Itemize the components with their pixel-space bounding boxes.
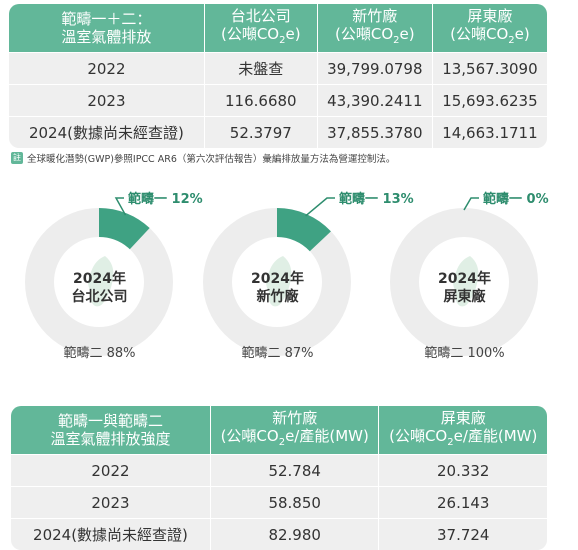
- donut-year: 2024年: [73, 271, 126, 287]
- header-scope-label: 範疇一與範疇二 溫室氣體排放強度: [11, 406, 210, 454]
- donut-site: 屏東廠: [443, 289, 486, 305]
- leader-line: [463, 197, 479, 211]
- header-unit: (公噸CO2e): [450, 24, 530, 46]
- footnote-text: 全球暖化潛勢(GWP)參照IPCC AR6（第六次評估報告）彙編排放量方法為營運…: [27, 154, 396, 165]
- cell-pingtung: 37.724: [378, 518, 547, 550]
- donut-taipei: 範疇一 12% 2024年 台北公司 範疇二 88%: [12, 180, 203, 365]
- scope2-label: 範疇二 100%: [424, 346, 505, 361]
- header-taipei: 台北公司 (公噸CO2e): [203, 4, 317, 52]
- site-map-shape: [453, 256, 479, 307]
- footnote: 註全球暖化潛勢(GWP)參照IPCC AR6（第六次評估報告）彙編排放量方法為營…: [11, 151, 395, 165]
- cell-taipei: 未盤查: [203, 52, 317, 84]
- header-line: 新竹廠: [352, 6, 398, 25]
- header-unit: (公噸CO2e/產能(MW): [389, 426, 538, 448]
- site-map-shape: [266, 256, 292, 307]
- scope1-segment: [277, 208, 331, 252]
- header-line: 台北公司: [230, 6, 291, 25]
- header-line: 溫室氣體排放: [61, 28, 152, 46]
- cell-taipei: 52.3797: [203, 116, 317, 148]
- header-hsinchu: 新竹廠 (公噸CO2e/產能(MW): [209, 406, 379, 454]
- donut-hsinchu: 範疇一 13% 2024年 新竹廠 範疇二 87%: [190, 180, 414, 365]
- header-line: 屏東廠: [440, 408, 486, 427]
- cell-pingtung: 13,567.3090: [431, 52, 547, 84]
- donut-center-label: 2024年 屏東廠: [377, 270, 552, 306]
- note-icon: 註: [11, 152, 23, 164]
- donut-center-label: 2024年 新竹廠: [190, 270, 365, 306]
- header-line: 新竹廠: [272, 408, 318, 427]
- table-row: 2022 52.784 20.332: [11, 454, 547, 486]
- header-unit: (公噸CO2e): [335, 24, 415, 46]
- row-year: 2022: [9, 52, 204, 84]
- cell-hsinchu: 39,799.0798: [316, 52, 432, 84]
- header-line: 屏東廠: [467, 6, 513, 25]
- row-year: 2024(數據尚未經查證): [11, 518, 210, 550]
- cell-taipei: 116.6680: [203, 84, 317, 116]
- table-row: 2023 58.850 26.143: [11, 486, 547, 518]
- site-map-shape: [88, 256, 114, 307]
- cell-pingtung: 15,693.6235: [431, 84, 547, 116]
- header-line: 範疇一與範疇二: [57, 412, 163, 430]
- scope1-label: 範疇一 12%: [128, 192, 203, 207]
- header-line: 溫室氣體排放強度: [50, 430, 171, 448]
- leader-line: [305, 197, 335, 217]
- donut-chart: [390, 197, 538, 356]
- cell-hsinchu: 58.850: [209, 486, 379, 518]
- donut-pingtung: 範疇一 0% 2024年 屏東廠 範疇二 100%: [377, 180, 552, 365]
- row-year: 2023: [9, 84, 204, 116]
- table-header-row: 範疇一＋二： 溫室氣體排放 台北公司 (公噸CO2e) 新竹廠 (公噸CO2e)…: [9, 4, 547, 52]
- cell-pingtung: 20.332: [378, 454, 547, 486]
- header-pingtung: 屏東廠 (公噸CO2e/產能(MW): [378, 406, 547, 454]
- header-line: 範疇一＋二：: [61, 10, 152, 28]
- emissions-table: 範疇一＋二： 溫室氣體排放 台北公司 (公噸CO2e) 新竹廠 (公噸CO2e)…: [9, 4, 547, 148]
- scope2-label: 範疇二 87%: [241, 346, 314, 361]
- donut-chart: [25, 197, 173, 356]
- scope1-label: 範疇一 13%: [339, 192, 414, 207]
- donut-chart: [203, 197, 351, 356]
- intensity-table: 範疇一與範疇二 溫室氣體排放強度 新竹廠 (公噸CO2e/產能(MW) 屏東廠 …: [11, 406, 547, 550]
- row-year: 2024(數據尚未經查證): [9, 116, 204, 148]
- donut-site: 新竹廠: [256, 289, 299, 305]
- table-header-row: 範疇一與範疇二 溫室氣體排放強度 新竹廠 (公噸CO2e/產能(MW) 屏東廠 …: [11, 406, 547, 454]
- cell-pingtung: 14,663.1711: [431, 116, 547, 148]
- cell-hsinchu: 43,390.2411: [316, 84, 432, 116]
- donut-center-label: 2024年 台北公司: [12, 270, 187, 306]
- header-unit: (公噸CO2e/產能(MW): [220, 426, 369, 448]
- table-row: 2024(數據尚未經查證) 82.980 37.724: [11, 518, 547, 550]
- cell-hsinchu: 82.980: [209, 518, 379, 550]
- table-row: 2023 116.6680 43,390.2411 15,693.6235: [9, 84, 547, 116]
- row-year: 2023: [11, 486, 210, 518]
- cell-hsinchu: 52.784: [209, 454, 379, 486]
- scope1-label: 範疇一 0%: [483, 192, 549, 207]
- header-scope-label: 範疇一＋二： 溫室氣體排放: [9, 4, 204, 52]
- header-hsinchu: 新竹廠 (公噸CO2e): [316, 4, 432, 52]
- donut-year: 2024年: [438, 271, 491, 287]
- header-pingtung: 屏東廠 (公噸CO2e): [431, 4, 547, 52]
- table-row: 2024(數據尚未經查證) 52.3797 37,855.3780 14,663…: [9, 116, 547, 148]
- cell-pingtung: 26.143: [378, 486, 547, 518]
- scope2-segment: [390, 208, 538, 356]
- scope2-label: 範疇二 88%: [63, 346, 136, 361]
- header-unit: (公噸CO2e): [220, 24, 301, 46]
- donut-site: 台北公司: [71, 289, 128, 305]
- table-row: 2022 未盤查 39,799.0798 13,567.3090: [9, 52, 547, 84]
- scope1-segment: [99, 208, 150, 250]
- donut-year: 2024年: [251, 271, 304, 287]
- row-year: 2022: [11, 454, 210, 486]
- cell-hsinchu: 37,855.3780: [316, 116, 432, 148]
- leader-line: [114, 197, 127, 216]
